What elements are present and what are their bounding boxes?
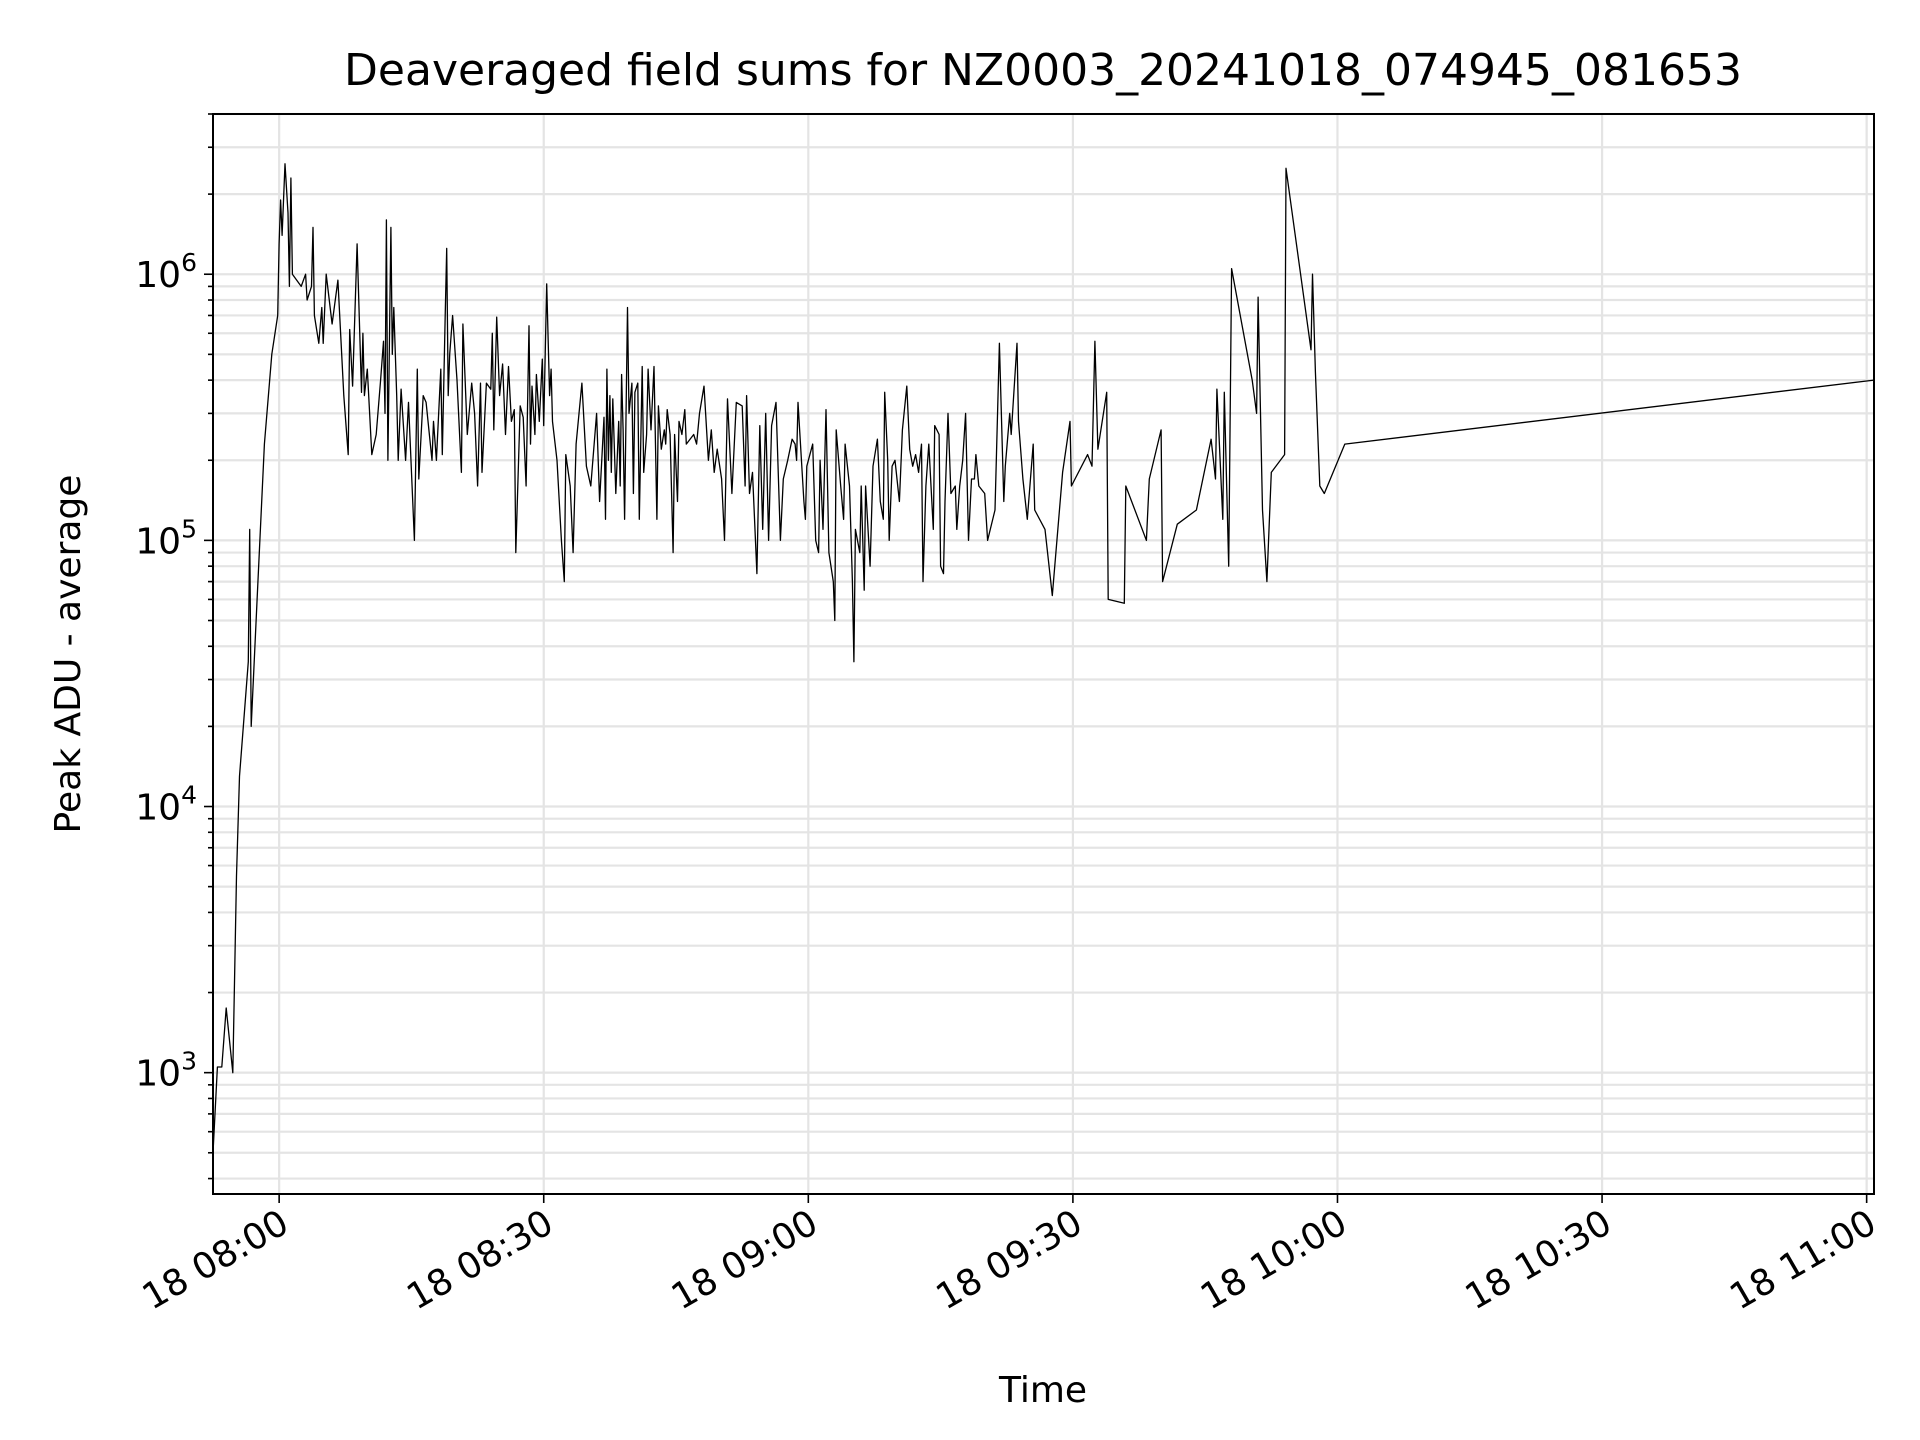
grid-layer: [213, 112, 1874, 1194]
plot-frame: [212, 113, 1875, 1195]
y-tick-label: 106: [135, 248, 197, 296]
y-tick-label: 103: [135, 1047, 197, 1095]
y-tick-labels: 103 104 105 106: [135, 248, 197, 1094]
y-axis-label: Peak ADU - average: [48, 475, 89, 834]
tick-layer: [204, 113, 1868, 1203]
chart-title: Deaveraged field sums for NZ0003_2024101…: [344, 45, 1742, 96]
y-tick-label: 104: [135, 781, 197, 829]
y-tick-label: 105: [135, 514, 197, 562]
series-line: [212, 163, 1875, 1153]
x-axis-label: Time: [998, 1370, 1087, 1411]
